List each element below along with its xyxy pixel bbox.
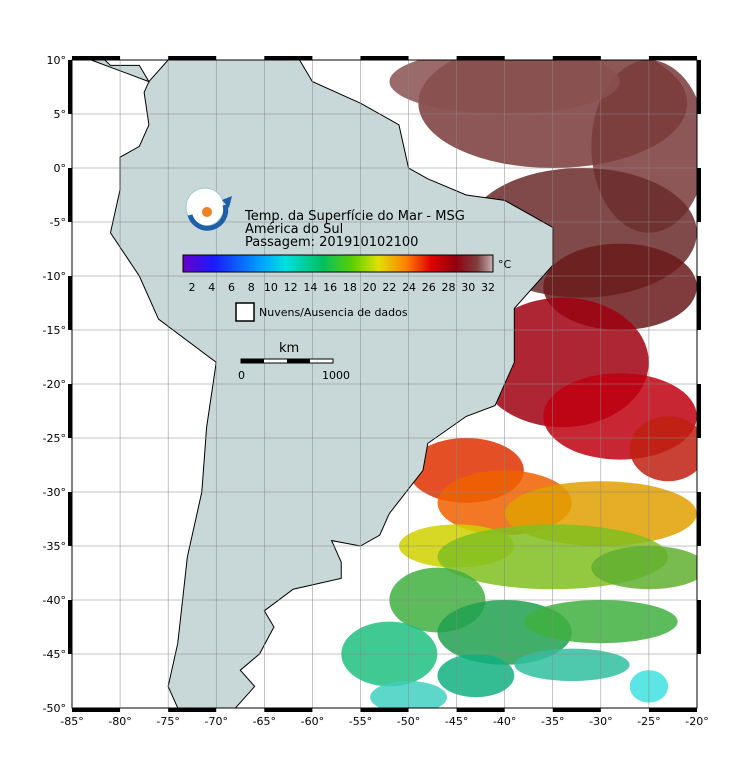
frame-segment <box>552 708 601 712</box>
axis-labels: 10° 5° 0° -5° -10° -15° -20° -25° -30° -35° -40° -4… <box>43 54 709 728</box>
frame-segment <box>697 384 701 438</box>
lon-label: -45° <box>445 715 468 728</box>
lon-label: -35° <box>541 715 564 728</box>
lon-label: -75° <box>156 715 179 728</box>
central-america <box>90 60 151 83</box>
colorbar-tick-label: 20 <box>363 281 377 294</box>
lon-label: -25° <box>637 715 660 728</box>
colorbar-tick-label: 24 <box>402 281 416 294</box>
colorbar-tick-label: 2 <box>189 281 196 294</box>
colorbar-tick-label: 16 <box>323 281 337 294</box>
colorbar-unit: °C <box>498 258 512 271</box>
colorbar-tick-label: 32 <box>481 281 495 294</box>
lon-label: -60° <box>301 715 324 728</box>
frame-segment <box>68 492 72 546</box>
frame-segment <box>697 276 701 330</box>
frame-segment <box>648 708 697 712</box>
frame-segment <box>72 708 121 712</box>
lon-label: -80° <box>108 715 131 728</box>
logo <box>185 187 232 231</box>
lat-label: 10° <box>47 54 67 67</box>
lat-label: -20° <box>43 378 66 391</box>
colorbar-tick-label: 10 <box>264 281 278 294</box>
legend-swatch <box>235 302 255 322</box>
colorbar-tick-label: 22 <box>382 281 396 294</box>
frame-segment <box>72 56 121 60</box>
scale-bar <box>240 358 334 364</box>
lon-label: -85° <box>60 715 83 728</box>
frame-segment <box>648 56 697 60</box>
frame-segment <box>68 384 72 438</box>
lon-label: -30° <box>589 715 612 728</box>
colorbar-tick-label: 12 <box>284 281 298 294</box>
frame-segment <box>168 708 217 712</box>
lat-label: -25° <box>43 432 66 445</box>
frame-segment <box>264 56 313 60</box>
lat-label: -5° <box>50 216 66 229</box>
scale-label: 0 <box>238 369 245 382</box>
frame-segment <box>552 56 601 60</box>
frame-segment <box>456 708 505 712</box>
colorbar-tick-label: 14 <box>303 281 317 294</box>
colorbar-tick-label: 6 <box>228 281 235 294</box>
lon-label: -55° <box>349 715 372 728</box>
legend-text: Nuvens/Ausencia de dados <box>259 306 408 319</box>
lon-label: -65° <box>253 715 276 728</box>
colorbar-ticks: 2 4 6 8 10 12 14 16 18 20 22 24 26 28 30 32 <box>189 281 496 294</box>
frame-segment <box>68 276 72 330</box>
lat-label: -35° <box>43 540 66 553</box>
region: América do Sul <box>245 222 343 237</box>
colorbar <box>182 254 494 273</box>
lon-label: -70° <box>204 715 227 728</box>
lat-label: -40° <box>43 594 66 607</box>
lat-label: -45° <box>43 648 66 661</box>
frame-segment <box>68 60 72 114</box>
colorbar-tick-label: 18 <box>343 281 357 294</box>
frame-segment <box>456 56 505 60</box>
sst-patch <box>514 648 630 681</box>
frame-segment <box>168 56 217 60</box>
frame-segment <box>697 60 701 114</box>
frame-segment <box>68 168 72 222</box>
lon-label: -20° <box>685 715 708 728</box>
scale-label: 1000 <box>322 369 350 382</box>
frame-segment <box>360 56 409 60</box>
title: Temp. da Superfície do Mar - MSG <box>244 209 465 224</box>
frame-segment <box>697 168 701 222</box>
frame-ticks <box>68 56 701 712</box>
colorbar-tick-label: 28 <box>442 281 456 294</box>
lat-label: -10° <box>43 270 66 283</box>
lat-label: -30° <box>43 486 66 499</box>
lat-label: 0° <box>54 162 67 175</box>
lon-label: -50° <box>397 715 420 728</box>
colorbar-tick-label: 30 <box>461 281 475 294</box>
frame-segment <box>360 708 409 712</box>
sst-patch <box>629 416 697 482</box>
pass-time: Passagem: 201910102100 <box>245 235 418 250</box>
frame-segment <box>264 708 313 712</box>
frame-segment <box>68 600 72 654</box>
frame-segment <box>697 600 701 654</box>
frame-segment <box>697 492 701 546</box>
sst-patch <box>437 654 515 698</box>
lon-label: -40° <box>493 715 516 728</box>
colorbar-tick-label: 4 <box>208 281 215 294</box>
lat-label: -50° <box>43 702 66 715</box>
scale-unit: km <box>279 341 299 356</box>
lat-label: -15° <box>43 324 66 337</box>
colorbar-tick-label: 26 <box>422 281 436 294</box>
sst-patch <box>591 546 697 590</box>
colorbar-tick-label: 8 <box>248 281 255 294</box>
lat-label: 5° <box>54 108 67 121</box>
